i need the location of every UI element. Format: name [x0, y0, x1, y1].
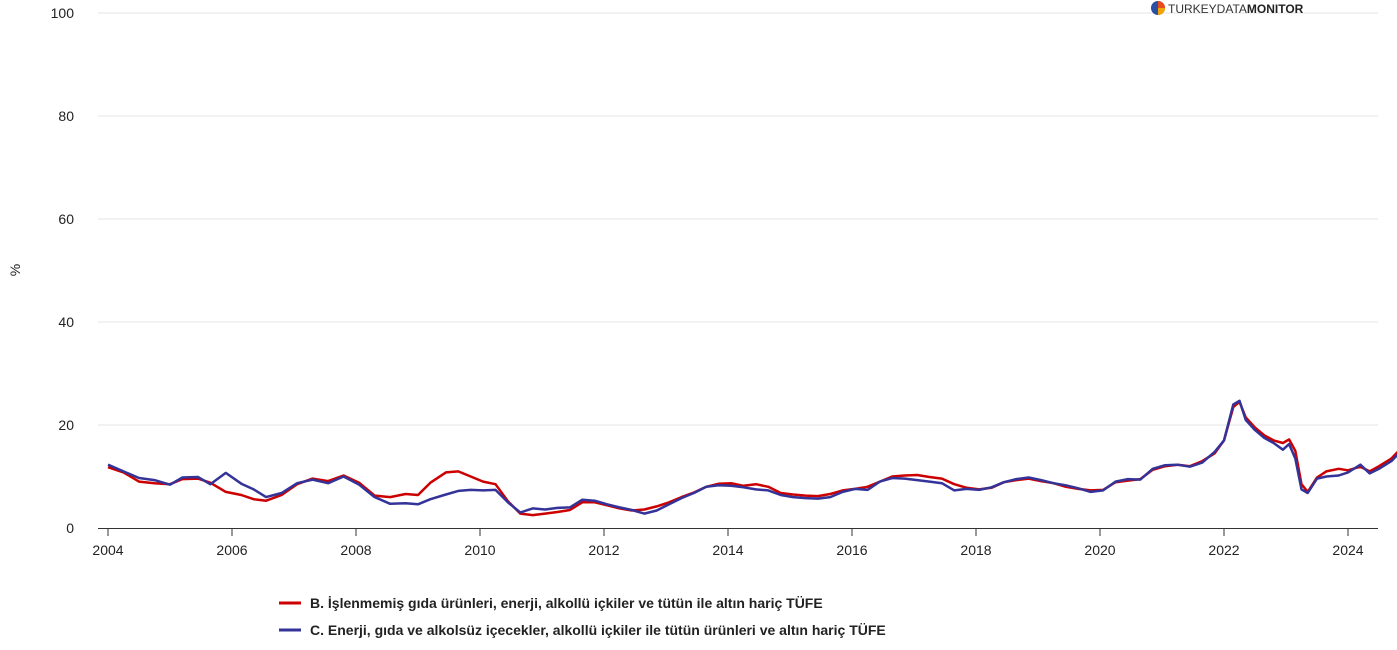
x-tick-label: 2012 — [588, 542, 619, 558]
brand-logo-icon-segment-red — [1158, 1, 1165, 8]
x-axis-ticks: 2004 2006 2008 2010 2012 2014 2016 2018 2020 2022… — [92, 528, 1364, 558]
y-tick-label: 60 — [58, 211, 74, 227]
legend-item-b[interactable]: B. İşlenmemiş gıda ürünleri, enerji, alk… — [279, 595, 823, 611]
gridlines — [98, 12, 1378, 426]
x-tick-label: 2010 — [464, 542, 495, 558]
x-tick-label: 2020 — [1084, 542, 1115, 558]
brand-name-light: TURKEYDATA — [1168, 2, 1247, 16]
series-line-c — [107, 399, 1397, 515]
series-lines — [107, 399, 1397, 517]
x-tick-label: 2008 — [340, 542, 371, 558]
y-axis-label: % — [7, 264, 23, 276]
y-tick-label: 40 — [58, 314, 74, 330]
legend[interactable]: B. İşlenmemiş gıda ürünleri, enerji, alk… — [279, 595, 886, 638]
brand-name-bold: MONITOR — [1247, 2, 1304, 16]
brand-logo: TURKEYDATAMONITOR — [1151, 1, 1304, 16]
x-tick-label: 2022 — [1208, 542, 1239, 558]
y-tick-label: 20 — [58, 417, 74, 433]
series-line-b — [107, 400, 1397, 517]
legend-item-c[interactable]: C. Enerji, gıda ve alkolsüz içecekler, a… — [279, 622, 886, 638]
brand-logo-icon-segment-yellow — [1158, 8, 1165, 15]
y-tick-label: 100 — [51, 5, 75, 21]
x-tick-label: 2018 — [960, 542, 991, 558]
y-tick-label: 80 — [58, 108, 74, 124]
x-tick-label: 2006 — [216, 542, 247, 558]
y-tick-label: 0 — [66, 520, 74, 536]
x-tick-label: 2024 — [1332, 542, 1363, 558]
legend-label-c: C. Enerji, gıda ve alkolsüz içecekler, a… — [310, 622, 886, 638]
x-tick-label: 2014 — [712, 542, 743, 558]
x-tick-label: 2004 — [92, 542, 123, 558]
svg-text:TURKEYDATAMONITOR: TURKEYDATAMONITOR — [1168, 2, 1304, 16]
legend-label-b: B. İşlenmemiş gıda ürünleri, enerji, alk… — [310, 595, 823, 611]
x-tick-label: 2016 — [836, 542, 867, 558]
y-axis-ticks: 0 20 40 60 80 100 — [51, 5, 75, 536]
